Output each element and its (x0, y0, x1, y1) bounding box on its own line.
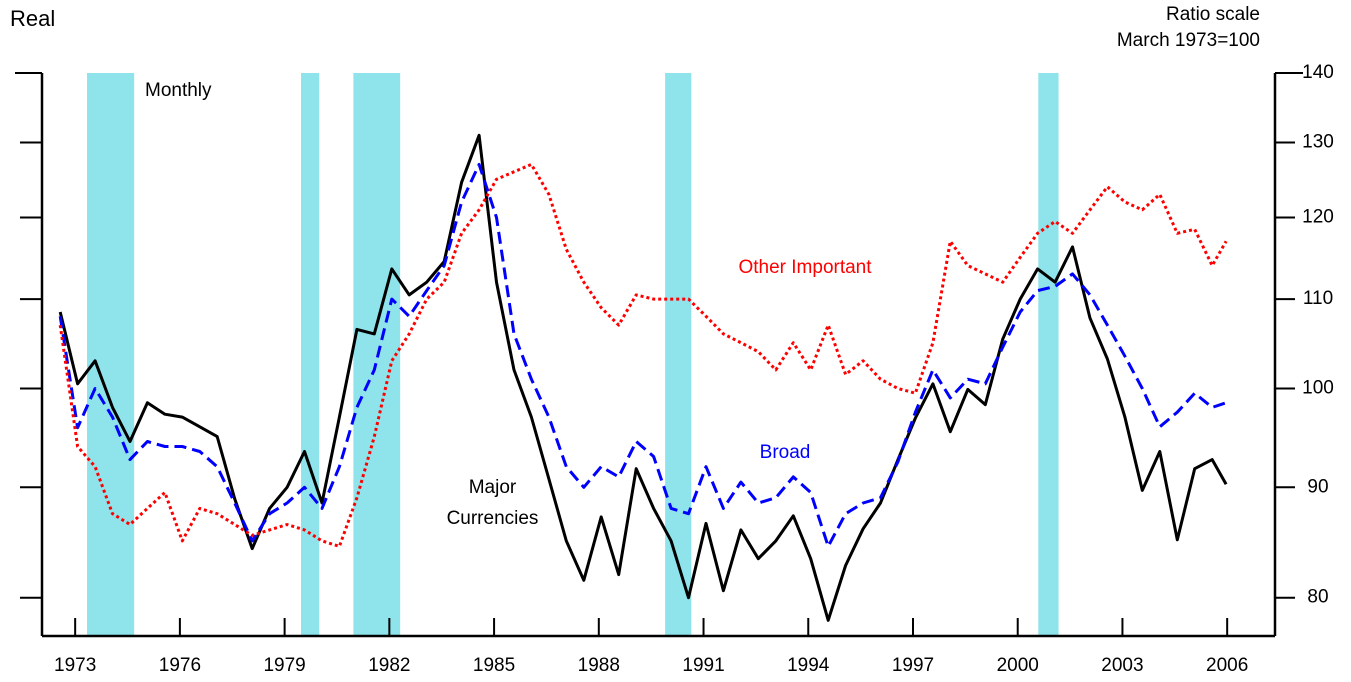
x-tick-label: 1979 (263, 655, 305, 676)
recession-shade (1038, 73, 1059, 636)
frequency-note: Monthly (145, 80, 212, 101)
x-tick-label: 2003 (1101, 655, 1143, 676)
chart-title: Real (10, 6, 55, 31)
recession-shade (665, 73, 692, 636)
recession-shade (87, 73, 135, 636)
x-tick-label: 1997 (892, 655, 934, 676)
y-tick-label: 140 (1302, 62, 1334, 83)
x-tick-label: 1973 (54, 655, 96, 676)
series-line (58, 162, 1227, 548)
y-tick-label: 120 (1302, 207, 1334, 228)
x-tick-label: 1976 (159, 655, 201, 676)
y-tick-label: 80 (1307, 587, 1328, 608)
y-tick-label: 100 (1302, 378, 1334, 399)
x-tick-label: 1985 (473, 655, 515, 676)
x-tick-label: 1982 (368, 655, 410, 676)
recession-shade (301, 73, 320, 636)
series-label: Broad (759, 442, 811, 463)
x-tick-label: 2006 (1206, 655, 1248, 676)
series-label: Other Important (738, 257, 872, 278)
series-line (58, 133, 1228, 622)
x-tick-label: 1991 (682, 655, 724, 676)
y-tick-label: 90 (1307, 476, 1328, 497)
y-tick-label: 130 (1302, 132, 1334, 153)
y-tick-label: 110 (1303, 288, 1333, 309)
x-tick-label: 2000 (997, 655, 1039, 676)
axis-label: Ratio scale (1166, 4, 1260, 25)
series-label: Major Currencies (446, 477, 539, 529)
x-tick-label: 1988 (578, 655, 620, 676)
series-line (58, 162, 1228, 548)
subtitle: March 1973=100 (1117, 30, 1260, 51)
x-tick-label: 1994 (787, 655, 830, 676)
